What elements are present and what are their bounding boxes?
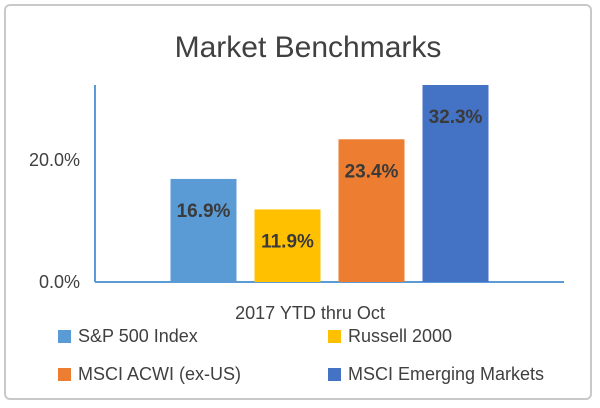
bar [170,178,237,282]
legend: S&P 500 Index Russell 2000 MSCI ACWI (ex-U… [58,326,544,384]
bar-data-label: 11.9% [261,231,314,252]
bars [170,85,489,282]
legend-swatch [58,368,71,381]
legend-swatch [328,330,341,343]
x-axis-category-label: 2017 YTD thru Oct [235,303,385,323]
bar [254,209,321,282]
legend-label: Russell 2000 [348,326,452,346]
legend-swatch [58,330,71,343]
y-tick-label: 20.0% [29,150,80,170]
bar [338,139,405,282]
y-tick-label: 0.0% [39,272,80,292]
chart-title: Market Benchmarks [175,31,442,64]
bar [422,85,489,282]
bar-data-label: 16.9% [177,201,231,222]
legend-label: MSCI ACWI (ex-US) [78,364,241,384]
legend-label: MSCI Emerging Markets [348,364,544,384]
chart-svg: Market Benchmarks 0.0% 20.0% 16.9% 11.9% 23… [29,31,564,384]
legend-label: S&P 500 Index [78,326,198,346]
bar-data-label: 23.4% [345,161,399,182]
chart-frame: Market Benchmarks 0.0% 20.0% 16.9% 11.9% 23… [4,4,592,400]
bar-data-label: 32.3% [429,107,483,128]
data-labels: 16.9% 11.9% 23.4% 32.3% [177,107,483,252]
legend-swatch [328,368,341,381]
